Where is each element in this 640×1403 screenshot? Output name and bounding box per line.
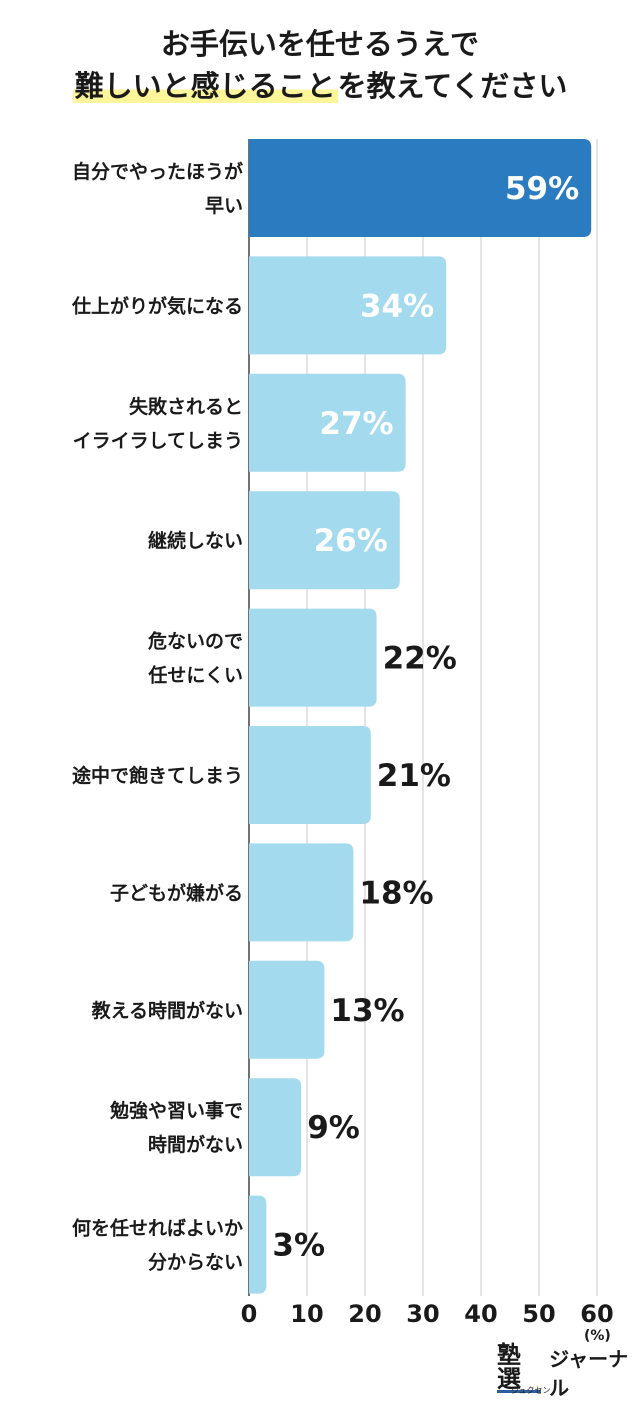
bar-value-label: 21% (377, 758, 451, 794)
category-label: 勉強や習い事で (109, 1099, 243, 1122)
bar (249, 491, 400, 590)
category-label: 任せにくい (147, 664, 243, 687)
bar (249, 1078, 302, 1177)
x-tick-label: 10 (290, 1300, 323, 1328)
category-label: 子どもが嫌がる (110, 881, 243, 904)
chart-title-rest: を教えてください (337, 69, 568, 103)
category-label: 何を任せればよいか (72, 1217, 243, 1240)
category-label: 分からない (148, 1252, 243, 1274)
x-tick-label: 50 (522, 1300, 555, 1328)
bar-value-label: 59% (505, 171, 579, 207)
bar-value-label: 9% (307, 1110, 360, 1146)
bar (249, 843, 354, 942)
category-label: 時間がない (148, 1133, 243, 1156)
category-label: 教える時間がない (92, 999, 243, 1022)
category-label: 仕上がりが気になる (71, 294, 243, 317)
chart-title-line1: お手伝いを任せるうえで (160, 27, 480, 61)
chart-title-line2: 難しいと感じることを教えてください (0, 66, 640, 106)
bar (249, 608, 377, 707)
bar-value-label: 22% (383, 641, 457, 677)
category-label: 継続しない (148, 529, 243, 552)
brand-mark: 塾選 ジュクセン (497, 1341, 550, 1401)
bar (249, 373, 406, 472)
x-tick-label: 20 (348, 1300, 381, 1328)
x-tick-label: 0 (241, 1300, 258, 1328)
brand-mark-text: 塾選 (497, 1341, 521, 1393)
bar (249, 256, 447, 355)
chart-title-highlight: 難しいと感じること (72, 69, 338, 103)
category-label: 危ないので (148, 630, 243, 653)
category-label: 早い (205, 195, 243, 217)
bar-value-label: 18% (359, 875, 433, 911)
bar-value-label: 3% (272, 1228, 325, 1264)
x-axis-unit: (%) (584, 1328, 611, 1344)
bar (249, 726, 371, 824)
bar-value-label: 26% (314, 523, 388, 559)
brand-logo: 塾選 ジュクセン ジャーナル (497, 1343, 640, 1400)
x-tick-label: 60 (580, 1300, 613, 1328)
bar (249, 1195, 267, 1294)
brand-underline (497, 1390, 542, 1393)
category-label: 失敗されると (129, 395, 243, 418)
bar-value-label: 13% (330, 993, 404, 1029)
bar (249, 139, 592, 237)
bar-value-label: 34% (360, 288, 434, 324)
brand-mark-kana: ジュクセン (511, 1386, 551, 1395)
category-label: 途中で飽きてしまう (72, 764, 243, 787)
bar-value-label: 27% (319, 406, 393, 442)
x-tick-label: 40 (464, 1300, 497, 1328)
category-label: 自分でやったほうが (72, 160, 243, 183)
category-label: イライラしてしまう (73, 430, 243, 452)
bar (249, 960, 325, 1059)
brand-name: ジャーナル (549, 1347, 629, 1400)
x-tick-label: 30 (406, 1300, 439, 1328)
